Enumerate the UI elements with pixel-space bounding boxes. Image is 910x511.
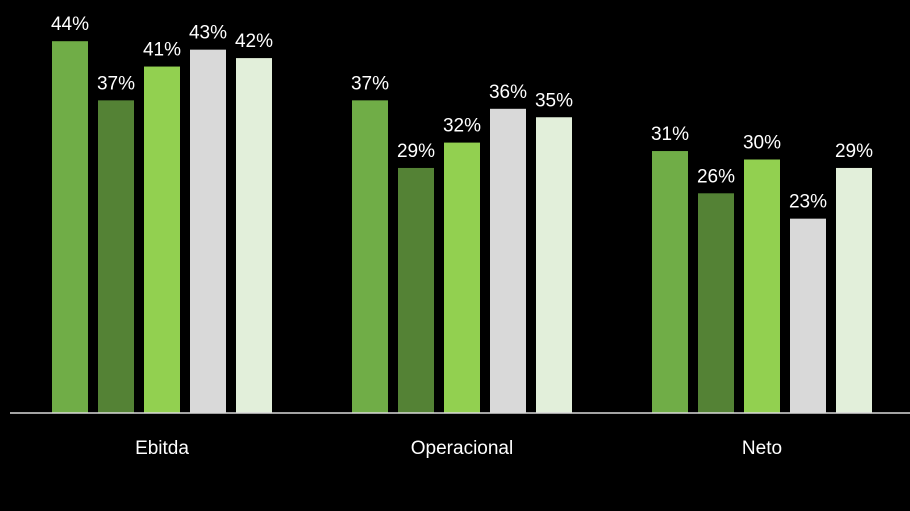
value-label-ebitda-2: 37% xyxy=(97,73,135,94)
bar-neto-5 xyxy=(836,167,872,413)
bar-neto-4 xyxy=(790,218,826,413)
value-label-ebitda-1: 44% xyxy=(51,14,89,35)
value-label-neto-3: 30% xyxy=(743,133,781,154)
value-label-ebitda-3: 41% xyxy=(143,40,181,61)
value-label-neto-5: 29% xyxy=(835,141,873,162)
bar-operacional-5 xyxy=(536,117,572,413)
value-label-ebitda-4: 43% xyxy=(189,23,227,44)
bar-operacional-3 xyxy=(444,142,480,413)
category-label-neto: Neto xyxy=(742,438,782,459)
bar-neto-3 xyxy=(744,159,780,413)
bars-layer xyxy=(52,41,872,414)
bar-operacional-2 xyxy=(398,167,434,413)
value-label-neto-1: 31% xyxy=(651,124,689,145)
bar-ebitda-1 xyxy=(52,41,88,413)
value-label-operacional-1: 37% xyxy=(351,73,389,94)
bar-neto-2 xyxy=(698,193,734,413)
value-label-operacional-3: 32% xyxy=(443,116,481,137)
value-label-neto-2: 26% xyxy=(697,166,735,187)
category-labels-layer: Ebitda Operacional Neto xyxy=(135,438,782,459)
bar-operacional-1 xyxy=(352,100,388,413)
value-label-operacional-4: 36% xyxy=(489,82,527,103)
category-label-ebitda: Ebitda xyxy=(135,438,189,459)
value-label-ebitda-5: 42% xyxy=(235,31,273,52)
category-label-operacional: Operacional xyxy=(411,438,513,459)
value-label-neto-4: 23% xyxy=(789,192,827,213)
bar-ebitda-5 xyxy=(236,58,272,413)
bar-ebitda-4 xyxy=(190,49,226,414)
value-label-operacional-2: 29% xyxy=(397,141,435,162)
bar-ebitda-2 xyxy=(98,100,134,413)
value-label-operacional-5: 35% xyxy=(535,90,573,111)
value-labels-layer: 44% 37% 41% 43% 42% 37% 29% 32% 36% 35% 31% 26% 30% 2… xyxy=(51,14,873,212)
bar-neto-1 xyxy=(652,151,688,414)
bar-ebitda-3 xyxy=(144,66,180,414)
bar-operacional-4 xyxy=(490,108,526,414)
